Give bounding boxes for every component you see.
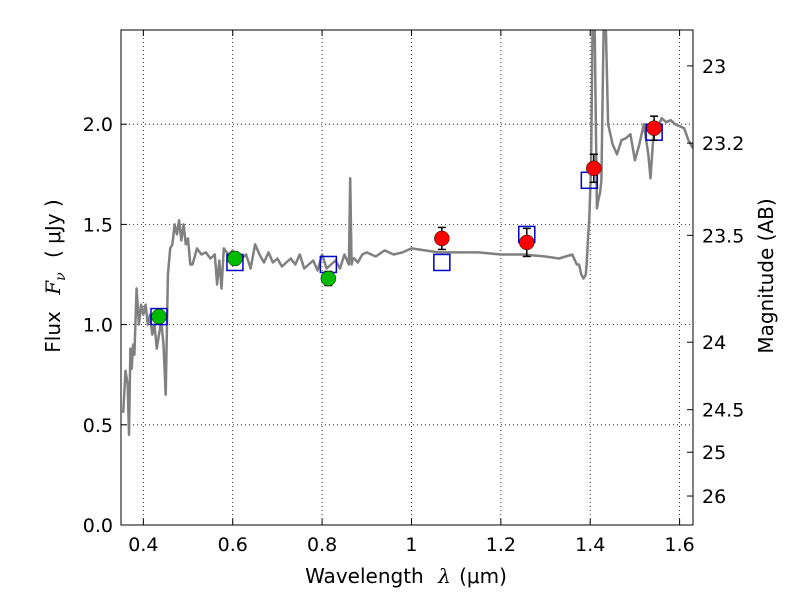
x-axis-label-prefix: Wavelength — [305, 564, 424, 588]
y-tick-label: 1.0 — [83, 315, 113, 337]
y2-tick-label: 23.5 — [702, 225, 744, 247]
plot-frame — [120, 29, 694, 526]
nir-point-marker — [646, 120, 662, 136]
y-axis-label-prefix: Flux — [41, 311, 65, 353]
nir-point-marker — [519, 234, 535, 251]
axis-ticks: 0.4 0.6 0.8 1 1.2 1.4 1.6 0.0 0.5 1.0 1.5 2.0 23 23.2… — [83, 30, 744, 556]
nir-point-marker — [434, 230, 450, 247]
optical-point-marker — [227, 250, 243, 267]
y-tick-label: 2.0 — [83, 114, 113, 136]
nir-point-marker — [586, 160, 602, 177]
y2-axis-label: Magnitude (AB) — [754, 198, 778, 353]
x-tick-label: 1.2 — [486, 534, 516, 556]
y2-tick-label: 23.2 — [702, 133, 744, 155]
y2-tick-label: 23 — [702, 56, 726, 78]
y-tick-label: 0.0 — [83, 515, 113, 537]
y2-tick-label: 25 — [702, 442, 726, 464]
optical-point-marker — [320, 270, 337, 287]
x-tick-label: 1.6 — [664, 534, 694, 556]
synthetic-square-marker — [150, 307, 168, 326]
x-axis-label: Wavelength λ (μm) — [305, 564, 507, 588]
x-tick-label: 0.8 — [307, 534, 337, 556]
y-tick-label: 1.5 — [83, 214, 113, 236]
y2-tick-label: 24.5 — [702, 400, 744, 422]
y2-tick-label: 24 — [702, 332, 726, 354]
x-tick-label: 1.4 — [575, 534, 605, 556]
x-tick-label: 1 — [405, 534, 417, 556]
optical-point-marker — [151, 308, 167, 325]
model-spectrum-line — [121, 30, 693, 437]
y-axis-label-subscript: ν — [53, 272, 69, 281]
x-axis-label-unit: (μm) — [459, 564, 507, 588]
synthetic-square-marker — [433, 253, 451, 272]
y2-tick-label: 26 — [702, 486, 726, 508]
y-axis-label-unit: ( μJy ) — [41, 199, 65, 258]
plot-area — [121, 30, 693, 437]
x-tick-label: 0.4 — [128, 534, 158, 556]
x-axis-label-symbol: λ — [437, 564, 451, 588]
y-axis-label: Flux Fν ( μJy ) — [41, 199, 70, 352]
x-tick-label: 0.6 — [218, 534, 248, 556]
y-axis-label-symbol: F — [41, 280, 65, 296]
y-tick-label: 0.5 — [83, 415, 113, 437]
